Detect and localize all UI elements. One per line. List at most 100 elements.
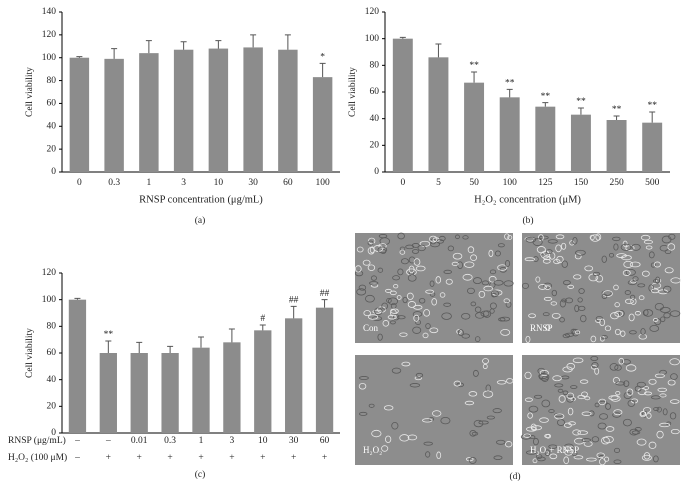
cell-shape bbox=[622, 418, 632, 427]
cell-shape bbox=[663, 285, 672, 293]
cell-shape bbox=[538, 284, 547, 290]
cell-shape bbox=[610, 395, 621, 402]
cell-shape bbox=[562, 390, 569, 396]
cell-shape bbox=[525, 236, 537, 243]
x-row-cell: 0.3 bbox=[164, 436, 176, 446]
cell-shape bbox=[637, 283, 646, 288]
cell-shape bbox=[419, 297, 426, 304]
cell-shape bbox=[620, 243, 632, 251]
cell-shape bbox=[507, 235, 513, 240]
x-tick-label: 250 bbox=[609, 178, 624, 188]
micrograph bbox=[355, 233, 513, 343]
cell-shape bbox=[670, 277, 681, 284]
cell-shape bbox=[488, 249, 494, 257]
cell-shape bbox=[567, 284, 574, 289]
cell-shape bbox=[636, 438, 647, 446]
cell-shape bbox=[544, 285, 551, 290]
cell-shape bbox=[614, 310, 624, 317]
cell-shape bbox=[563, 456, 570, 465]
cell-shape bbox=[453, 380, 461, 387]
cell-shape bbox=[628, 313, 635, 322]
cell-shape bbox=[558, 395, 566, 403]
y-tick-label: 120 bbox=[365, 7, 380, 17]
cell-shape bbox=[452, 252, 463, 260]
x-tick-label: 150 bbox=[574, 178, 589, 188]
cell-shape bbox=[613, 284, 619, 291]
cell-shape bbox=[431, 298, 438, 306]
cell-shape bbox=[624, 290, 631, 295]
y-axis-label: Cell viability bbox=[25, 67, 35, 117]
cell-shape bbox=[423, 441, 433, 446]
bar bbox=[243, 47, 263, 172]
cell-shape bbox=[497, 243, 505, 248]
cell-shape bbox=[396, 295, 402, 300]
cell-shape bbox=[555, 244, 562, 253]
cell-shape bbox=[541, 399, 551, 408]
cell-shape bbox=[521, 282, 529, 289]
x-row-cell: + bbox=[106, 453, 111, 463]
cell-shape bbox=[641, 270, 650, 277]
cell-shape bbox=[354, 270, 364, 277]
cell-shape bbox=[572, 429, 581, 436]
cell-shape bbox=[472, 277, 483, 285]
cell-shape bbox=[413, 314, 420, 322]
error-bar bbox=[613, 115, 620, 120]
cell-shape bbox=[543, 255, 551, 261]
cell-shape bbox=[533, 394, 543, 399]
x-row-cell: – bbox=[105, 436, 111, 446]
cell-shape bbox=[428, 417, 435, 422]
cell-shape bbox=[569, 240, 575, 246]
cell-shape bbox=[412, 326, 422, 334]
cell-shape bbox=[415, 265, 426, 272]
cell-shape bbox=[571, 328, 580, 337]
cell-shape bbox=[613, 447, 621, 453]
cell-shape bbox=[500, 328, 511, 336]
y-tick-label: 100 bbox=[365, 34, 380, 44]
bar bbox=[535, 106, 556, 172]
cell-shape bbox=[530, 423, 537, 431]
cell-shape bbox=[385, 435, 392, 444]
cell-shape bbox=[417, 244, 426, 252]
bar bbox=[223, 342, 241, 433]
cell-shape bbox=[396, 315, 406, 320]
cell-shape bbox=[387, 314, 397, 320]
cell-shape bbox=[499, 316, 511, 322]
cell-shape bbox=[397, 232, 405, 240]
error-bar bbox=[471, 71, 478, 83]
cell-shape bbox=[544, 434, 551, 439]
cell-shape bbox=[462, 273, 473, 281]
cell-shape bbox=[638, 333, 648, 340]
bar bbox=[161, 353, 179, 433]
cell-shape bbox=[374, 307, 383, 316]
y-tick-label: 100 bbox=[42, 53, 57, 63]
cell-shape bbox=[648, 251, 655, 259]
cell-shape bbox=[435, 276, 442, 284]
cell-shape bbox=[399, 249, 406, 255]
cell-shape bbox=[506, 378, 514, 384]
y-axis-label: Cell viability bbox=[348, 67, 358, 117]
y-tick-label: 120 bbox=[42, 30, 57, 40]
x-tick-label: 1 bbox=[147, 178, 152, 188]
y-tick-label: 40 bbox=[47, 121, 57, 131]
y-tick-label: 60 bbox=[47, 348, 57, 358]
x-axis-label: RNSP concentration (μg/mL) bbox=[139, 194, 263, 205]
cell-shape bbox=[505, 441, 513, 448]
cell-shape bbox=[482, 390, 494, 398]
cell-shape bbox=[370, 275, 378, 281]
cell-shape bbox=[391, 421, 399, 430]
x-row-cell: 1 bbox=[199, 436, 204, 446]
cell-shape bbox=[573, 274, 582, 280]
cell-shape bbox=[578, 288, 585, 294]
y-tick-label: 140 bbox=[42, 7, 57, 17]
x-tick-label: 0 bbox=[77, 178, 82, 188]
cell-shape bbox=[489, 269, 497, 275]
cell-shape bbox=[414, 376, 422, 381]
y-tick-label: 80 bbox=[47, 322, 57, 332]
y-tick-label: 100 bbox=[42, 295, 57, 305]
bar bbox=[312, 77, 333, 172]
bar bbox=[208, 48, 229, 173]
cell-shape bbox=[466, 287, 475, 294]
cell-shape bbox=[525, 335, 531, 343]
cell-shape bbox=[586, 457, 597, 462]
cell-shape bbox=[425, 323, 431, 329]
